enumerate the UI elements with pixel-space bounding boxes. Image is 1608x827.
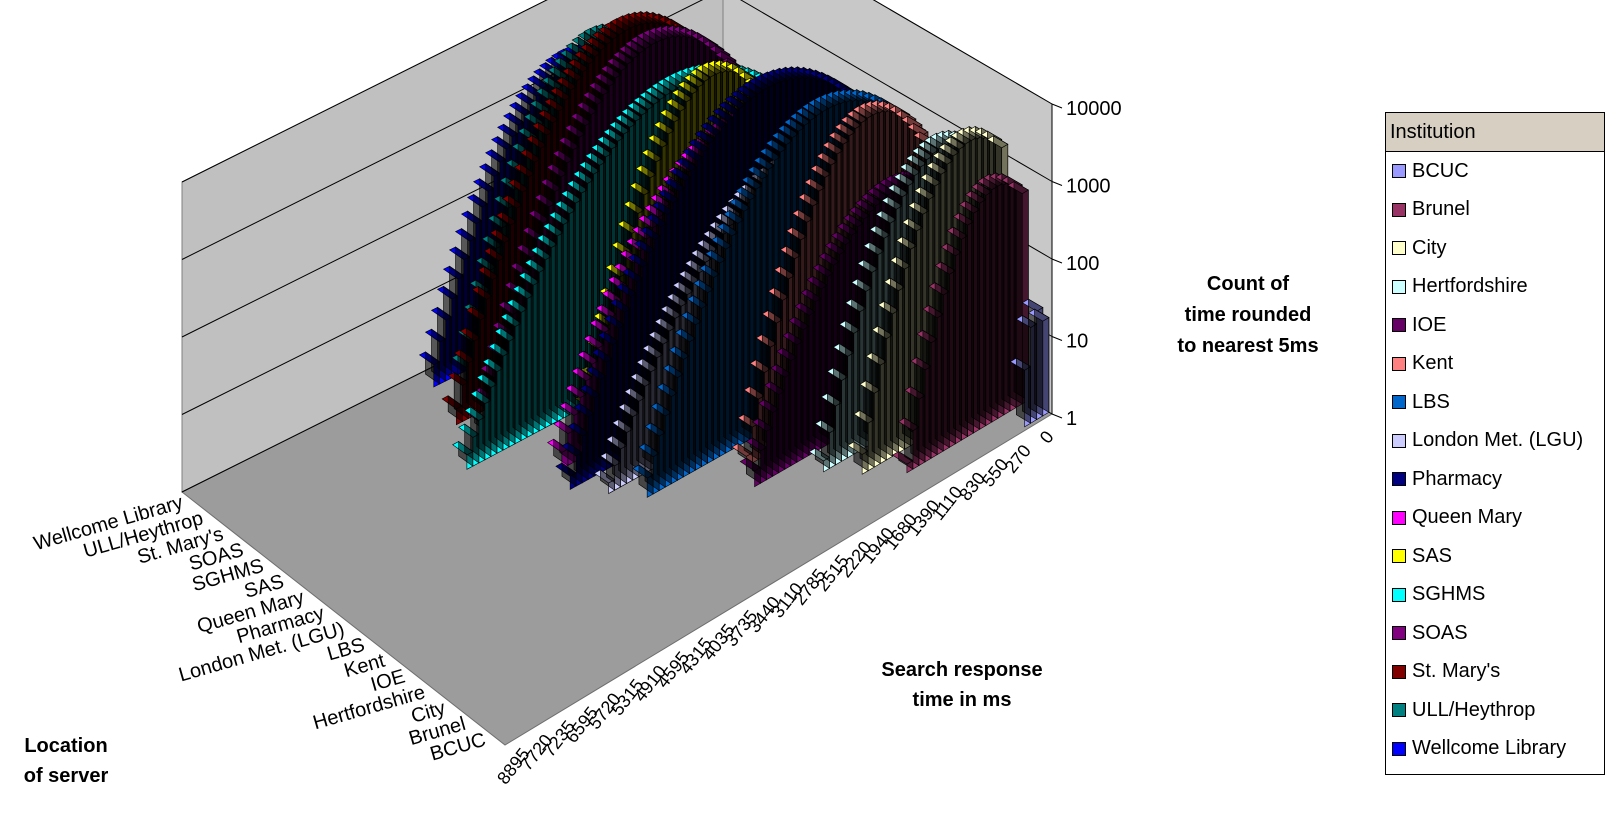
- legend-label: SAS: [1412, 544, 1453, 567]
- legend-swatch: [1392, 318, 1406, 333]
- legend-item: City: [1386, 229, 1604, 268]
- y-axis-ticks: 1 10 100 1000 10000: [1051, 98, 1122, 430]
- legend-swatch: [1392, 510, 1406, 525]
- y-tick-mark: [1051, 258, 1063, 264]
- legend-swatch: [1392, 703, 1406, 718]
- y-tick-mark: [1051, 413, 1063, 419]
- legend-swatch: [1392, 741, 1406, 756]
- y-axis-title: Count of time rounded to nearest 5ms: [1177, 273, 1318, 357]
- y-tick-mark: [1051, 336, 1063, 341]
- legend-label: City: [1412, 236, 1447, 259]
- legend-label: Kent: [1412, 352, 1454, 375]
- legend-label: London Met. (LGU): [1412, 429, 1584, 452]
- chart-bars: [418, 10, 1050, 498]
- legend-swatch: [1392, 164, 1406, 179]
- legend-label: ULL/Heythrop: [1412, 698, 1536, 721]
- legend-swatch: [1392, 356, 1406, 371]
- legend-item: Pharmacy: [1386, 460, 1604, 499]
- legend-swatch: [1392, 202, 1406, 217]
- legend-swatch: [1392, 664, 1406, 679]
- legend-item: Queen Mary: [1386, 499, 1604, 538]
- legend-item: BCUC: [1386, 152, 1604, 191]
- legend-swatch: [1392, 395, 1406, 410]
- chart-legend: Institution BCUC Brunel City Hertfordshire I…: [1385, 112, 1605, 775]
- legend-label: BCUC: [1412, 159, 1469, 182]
- legend-item: Kent: [1386, 345, 1604, 384]
- legend-swatch: [1392, 433, 1406, 448]
- legend-item: LBS: [1386, 383, 1604, 422]
- legend-label: SGHMS: [1412, 583, 1486, 606]
- legend-label: Pharmacy: [1412, 467, 1503, 490]
- legend-item: SAS: [1386, 537, 1604, 576]
- legend-swatch: [1392, 587, 1406, 602]
- legend-item: Hertfordshire: [1386, 268, 1604, 307]
- y-gridline: [181, 0, 1053, 183]
- y-tick-label: 1000: [1066, 176, 1111, 198]
- legend-item: Brunel: [1386, 191, 1604, 230]
- y-tick-label: 100: [1066, 253, 1099, 275]
- legend-item: Wellcome Library: [1386, 730, 1604, 769]
- legend-title: Institution: [1386, 113, 1604, 152]
- legend-label: LBS: [1412, 390, 1450, 413]
- legend-label: IOE: [1412, 313, 1447, 336]
- legend-label: Queen Mary: [1412, 506, 1523, 529]
- legend-label: SOAS: [1412, 621, 1468, 644]
- bar-side: [1034, 308, 1050, 413]
- legend-swatch: [1392, 279, 1406, 294]
- legend-list: BCUC Brunel City Hertfordshire IOE Kent LBS Lon…: [1386, 152, 1604, 768]
- y-tick-label: 1: [1066, 408, 1077, 430]
- legend-item: London Met. (LGU): [1386, 422, 1604, 461]
- legend-label: St. Mary's: [1412, 660, 1501, 683]
- legend-label: Brunel: [1412, 198, 1470, 221]
- legend-swatch: [1392, 549, 1406, 564]
- y-gridline: [181, 0, 1053, 260]
- legend-label: Wellcome Library: [1412, 737, 1567, 760]
- legend-item: IOE: [1386, 306, 1604, 345]
- x-axis-title: Search response time in ms: [881, 659, 1042, 711]
- series-brunel: [891, 172, 1029, 474]
- y-tick-mark: [1051, 181, 1063, 186]
- y-tick-label: 10: [1066, 331, 1088, 353]
- z-axis-title: Location of server: [24, 735, 109, 787]
- legend-item: ULL/Heythrop: [1386, 691, 1604, 730]
- legend-item: SGHMS: [1386, 576, 1604, 615]
- series-bcuc: [1009, 298, 1050, 428]
- legend-swatch: [1392, 626, 1406, 641]
- y-tick-mark: [1051, 103, 1063, 109]
- y-tick-label: 10000: [1066, 98, 1122, 120]
- x-tick-label: 0: [1036, 427, 1058, 447]
- legend-swatch: [1392, 241, 1406, 256]
- legend-item: St. Mary's: [1386, 653, 1604, 692]
- legend-label: Hertfordshire: [1412, 275, 1528, 298]
- legend-swatch: [1392, 472, 1406, 487]
- legend-item: SOAS: [1386, 614, 1604, 653]
